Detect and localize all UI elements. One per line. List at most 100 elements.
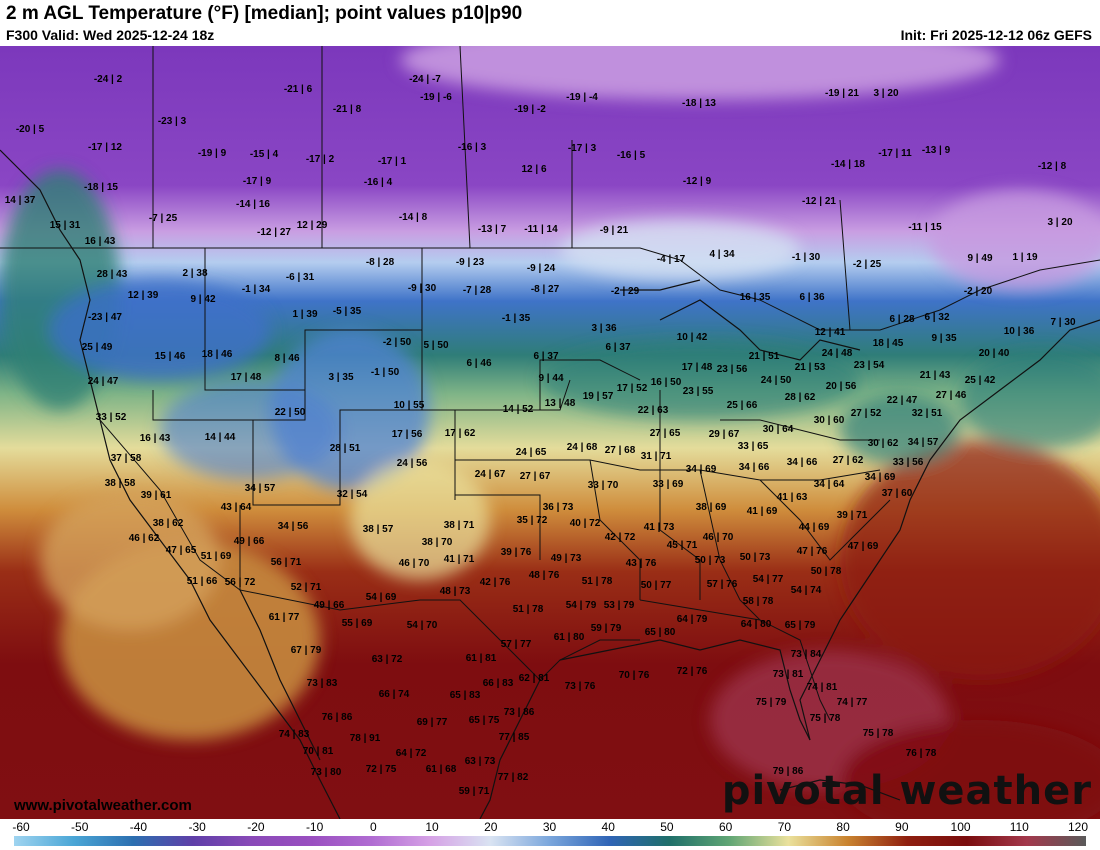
point-value-label: 64 | 79 [677, 614, 708, 625]
point-value-label: -14 | 16 [236, 199, 270, 210]
point-value-label: 54 | 74 [791, 585, 822, 596]
point-value-label: 54 | 79 [566, 600, 597, 611]
point-value-label: 38 | 58 [105, 478, 136, 489]
point-value-label: 17 | 52 [617, 383, 648, 394]
point-value-label: -16 | 5 [617, 150, 646, 161]
map-title: 2 m AGL Temperature (°F) [median]; point… [6, 3, 523, 24]
point-value-label: 16 | 50 [651, 377, 682, 388]
point-value-label: 35 | 72 [517, 515, 548, 526]
temperature-map[interactable]: -24 | 2 -20 | 5 -17 | 12 -18 | 15 14 | 37 15 … [0, 46, 1100, 819]
point-value-label: 70 | 81 [303, 746, 334, 757]
point-value-label: -17 | 2 [306, 154, 335, 165]
point-value-label: 56 | 72 [225, 577, 256, 588]
point-value-label: 51 | 66 [187, 576, 218, 587]
point-value-label: -20 | 5 [16, 124, 45, 135]
point-value-label: 1 | 19 [1012, 252, 1037, 263]
point-value-label: 29 | 67 [709, 429, 740, 440]
colorbar-tick-label: 100 [950, 820, 971, 834]
point-value-label: 12 | 29 [297, 220, 328, 231]
point-value-label: 46 | 70 [703, 532, 734, 543]
point-value-label: 24 | 68 [567, 442, 598, 453]
point-value-label: 48 | 73 [440, 586, 471, 597]
point-value-label: -17 | 3 [568, 143, 597, 154]
point-value-label: 17 | 48 [231, 372, 262, 383]
point-value-label: -13 | 7 [478, 224, 507, 235]
point-value-label: 34 | 66 [787, 457, 818, 468]
point-value-label: 73 | 83 [307, 678, 338, 689]
point-value-label: 14 | 37 [5, 195, 36, 206]
point-value-label: 70 | 76 [619, 670, 650, 681]
point-value-label: 3 | 20 [1047, 217, 1072, 228]
point-value-label: 17 | 48 [682, 362, 713, 373]
point-value-label: 12 | 6 [521, 164, 546, 175]
point-value-label: 33 | 69 [653, 479, 684, 490]
point-value-label: 41 | 63 [777, 492, 808, 503]
point-value-label: 6 | 28 [889, 314, 914, 325]
point-value-label: -12 | 21 [802, 196, 836, 207]
point-value-label: 9 | 35 [931, 333, 956, 344]
point-value-label: 39 | 76 [501, 547, 532, 558]
point-value-label: 47 | 76 [797, 546, 828, 557]
point-value-label: 12 | 39 [128, 290, 159, 301]
point-value-label: 73 | 81 [773, 669, 804, 680]
point-value-label: 54 | 70 [407, 620, 438, 631]
point-value-label: 59 | 79 [591, 623, 622, 634]
point-value-label: 24 | 47 [88, 376, 119, 387]
point-value-label: 6 | 36 [799, 292, 824, 303]
point-value-label: -23 | 47 [88, 312, 122, 323]
point-value-label: 17 | 62 [445, 428, 476, 439]
point-value-label: -18 | 13 [682, 98, 716, 109]
temperature-shading [0, 46, 1100, 819]
point-value-label: -19 | -6 [420, 92, 452, 103]
point-value-label: -24 | -7 [409, 74, 441, 85]
colorbar-tick-label: 120 [1067, 820, 1089, 834]
point-value-label: 21 | 53 [795, 362, 826, 373]
point-value-label: 30 | 62 [868, 438, 899, 449]
point-value-label: -5 | 35 [333, 306, 362, 317]
colorbar-tick-label: 110 [1009, 820, 1029, 834]
point-value-label: 20 | 40 [979, 348, 1010, 359]
point-value-label: -12 | 9 [683, 176, 712, 187]
point-value-label: 63 | 72 [372, 654, 403, 665]
point-value-label: -11 | 14 [524, 224, 558, 235]
point-value-label: -19 | 9 [198, 148, 227, 159]
point-value-label: 3 | 35 [328, 372, 353, 383]
point-value-label: 4 | 34 [709, 249, 734, 260]
point-value-label: 9 | 44 [538, 373, 563, 384]
point-value-label: 34 | 64 [814, 479, 845, 490]
point-value-label: 78 | 91 [350, 733, 381, 744]
point-value-label: 38 | 69 [696, 502, 727, 513]
point-value-label: 18 | 45 [873, 338, 904, 349]
point-value-label: 24 | 56 [397, 458, 428, 469]
point-value-label: -23 | 3 [158, 116, 187, 127]
point-value-label: -19 | -4 [566, 92, 598, 103]
point-value-label: 77 | 85 [499, 732, 530, 743]
point-value-label: -19 | 21 [825, 88, 859, 99]
point-value-label: 27 | 67 [520, 471, 551, 482]
point-value-label: -14 | 8 [399, 212, 428, 223]
point-value-label: 37 | 60 [882, 488, 913, 499]
point-value-label: -17 | 1 [378, 156, 407, 167]
point-value-label: 57 | 77 [501, 639, 532, 650]
colorbar-tick-label: 30 [542, 820, 557, 834]
point-value-label: 41 | 71 [444, 554, 475, 565]
point-value-label: 74 | 83 [279, 729, 310, 740]
colorbar-tick-label: 0 [369, 820, 377, 834]
website-url[interactable]: www.pivotalweather.com [14, 797, 192, 814]
point-value-label: 76 | 78 [906, 748, 937, 759]
point-value-label: -24 | 2 [94, 74, 123, 85]
point-value-label: 16 | 43 [140, 433, 171, 444]
point-value-label: -8 | 27 [531, 284, 560, 295]
point-value-label: 15 | 31 [50, 220, 81, 231]
point-value-label: 6 | 32 [924, 312, 949, 323]
point-value-label: -11 | 15 [908, 222, 942, 233]
colorbar-tick-label: 10 [425, 820, 439, 834]
point-value-label: 7 | 30 [1050, 317, 1075, 328]
point-value-label: 31 | 71 [641, 451, 672, 462]
point-value-label: -9 | 24 [527, 263, 556, 274]
point-value-label: 52 | 71 [291, 582, 322, 593]
point-value-label: 46 | 62 [129, 533, 160, 544]
point-value-label: 37 | 58 [111, 453, 142, 464]
colorbar-tick-label: 80 [836, 820, 850, 834]
point-value-label: 39 | 61 [141, 490, 172, 501]
